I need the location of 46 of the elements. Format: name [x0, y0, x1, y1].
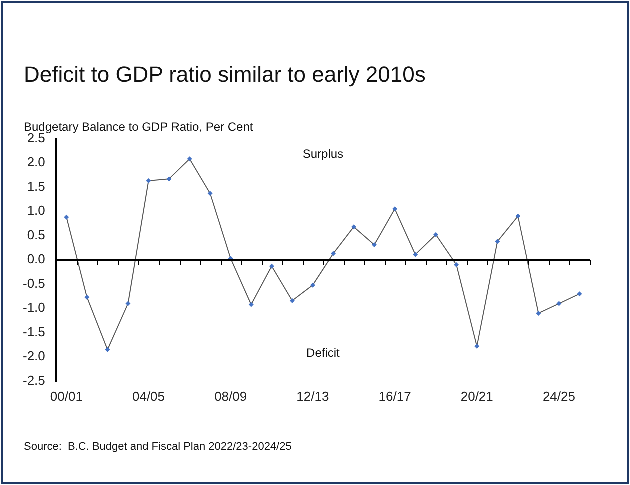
point	[290, 298, 295, 304]
point	[84, 294, 90, 300]
x-tick-label: 12/13	[296, 388, 330, 404]
annotation: Surplus	[302, 147, 344, 162]
point	[126, 301, 131, 306]
y-tick-label: -2.5	[22, 372, 46, 388]
point	[351, 224, 356, 230]
point	[269, 264, 274, 269]
y-tick-label: 1.5	[27, 178, 46, 194]
point	[556, 301, 562, 306]
y-tick-label: -2.0	[22, 348, 46, 364]
point	[434, 232, 439, 238]
x-tick-label: 00/01	[50, 388, 83, 404]
point	[330, 251, 336, 256]
point	[166, 176, 172, 182]
point	[208, 191, 213, 196]
point	[187, 156, 192, 162]
point	[248, 302, 254, 308]
y-tick-label: -0.5	[22, 276, 46, 291]
point	[474, 344, 480, 349]
x-tick-label: 20/21	[460, 388, 494, 404]
point	[577, 292, 582, 297]
point	[392, 206, 398, 212]
x-tick-label: 24/25	[542, 388, 576, 404]
y-tick-label: -1.0	[22, 300, 46, 316]
point	[105, 347, 110, 352]
point	[495, 239, 500, 244]
x-tick-label: 16/17	[378, 388, 412, 404]
annotation: Deficit	[306, 346, 341, 360]
point	[146, 178, 152, 184]
point	[310, 282, 316, 288]
chart-title: Deficit to GDP ratio similar to early 2010s	[24, 62, 426, 88]
x-tick-label: 08/09	[214, 388, 248, 404]
y-tick-label: 2.0	[27, 154, 46, 170]
y-tick-label: 0.0	[27, 252, 46, 267]
x-tick-label: 04/05	[132, 388, 166, 404]
source-note: Source: B.C. Budget and Fiscal Plan 2022/23-2024/25	[24, 441, 292, 453]
point	[516, 214, 521, 219]
y-tick-label: -1.5	[22, 324, 46, 340]
point	[454, 262, 460, 268]
point	[536, 310, 542, 316]
point	[64, 214, 70, 220]
point	[372, 242, 378, 248]
y-tick-label: 1.0	[27, 203, 46, 218]
point	[413, 252, 418, 258]
y-tick-label: 0.5	[27, 227, 46, 242]
